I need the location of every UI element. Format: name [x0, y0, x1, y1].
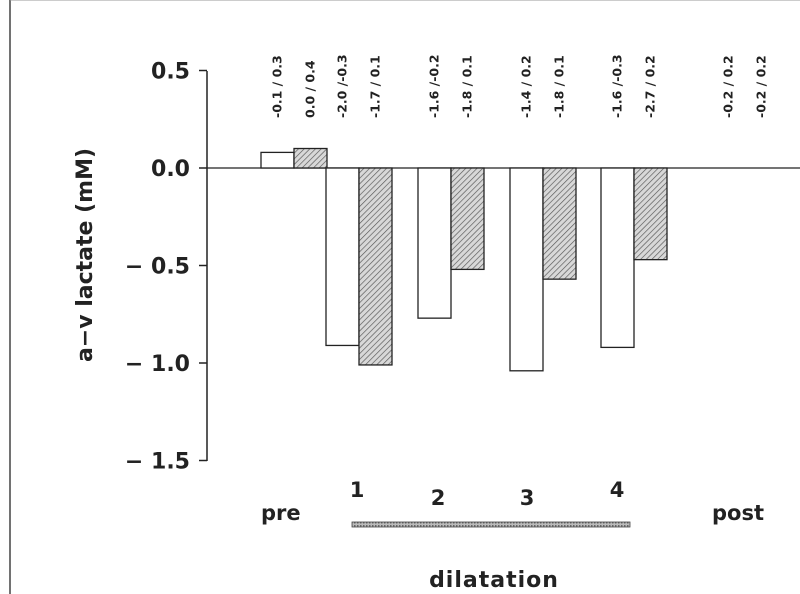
- bar-2-series-1: [417, 167, 452, 319]
- range-label: -1.7 / 0.1: [368, 55, 383, 118]
- range-label: -2.0 /-0.3: [335, 54, 350, 118]
- y-axis-label: a−v lactate (mM): [73, 148, 98, 362]
- y-tick-label: − 1.5: [125, 450, 190, 475]
- bar-1-series-2: [358, 167, 393, 366]
- range-label: 0.0 / 0.4: [303, 60, 318, 118]
- page-border: [9, 0, 800, 594]
- range-label: -1.8 / 0.1: [460, 55, 475, 118]
- range-label: -1.8 / 0.1: [552, 55, 567, 118]
- range-label: -0.2 / 0.2: [721, 55, 736, 118]
- range-label: -1.4 / 0.2: [519, 55, 534, 118]
- range-label: -0.1 / 0.3: [270, 55, 285, 118]
- bar-3-series-1: [509, 167, 544, 372]
- bar-4-series-2: [633, 167, 668, 261]
- bar-2-series-2: [450, 167, 485, 271]
- range-label: -2.7 / 0.2: [643, 55, 658, 118]
- x-category-label: 1: [350, 478, 365, 502]
- y-tick-label: 0.0: [151, 157, 190, 182]
- x-category-label: 4: [610, 478, 625, 502]
- x-categories-group: pre 1 2 3 4 post: [261, 478, 764, 525]
- bar-4-series-1: [600, 167, 635, 349]
- range-label: -1.6 /-0.2: [427, 54, 442, 118]
- x-category-label: 3: [520, 486, 535, 510]
- bar-pre-series-2: [293, 147, 328, 169]
- range-label: -0.2 / 0.2: [754, 55, 769, 118]
- y-tick-label: − 0.5: [125, 255, 190, 280]
- bar-3-series-2: [542, 167, 577, 280]
- bar-pre-series-1: [260, 151, 295, 169]
- y-tick-label: − 1.0: [125, 352, 190, 377]
- x-category-label: pre: [261, 501, 301, 525]
- dilatation-bracket-bar: [351, 521, 631, 528]
- y-tick-label: 0.5: [151, 60, 190, 85]
- x-category-label: 2: [431, 486, 446, 510]
- x-axis-label: dilatation: [429, 568, 559, 593]
- x-category-label: post: [712, 501, 764, 525]
- y-axis: 0.5 0.0 − 0.5 − 1.0 − 1.5: [125, 60, 208, 475]
- range-label: -1.6 /-0.3: [610, 54, 625, 118]
- bars-group: [260, 147, 668, 372]
- range-labels-group: -0.1 / 0.3 0.0 / 0.4 -2.0 /-0.3 -1.7 / 0.1 -…: [270, 54, 769, 118]
- bar-1-series-1: [325, 167, 360, 347]
